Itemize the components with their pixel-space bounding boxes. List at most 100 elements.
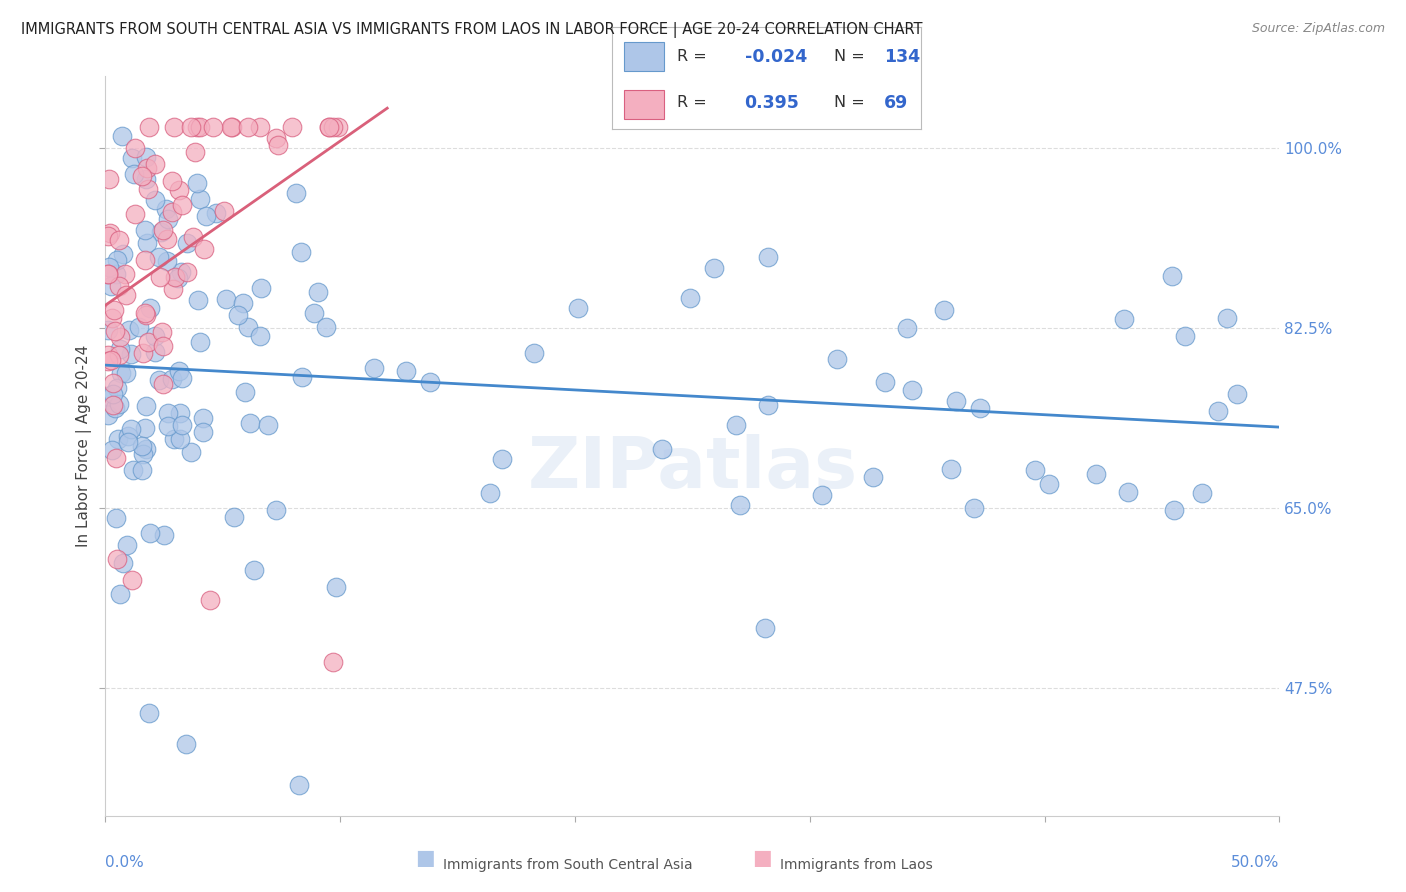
Point bbox=[143, 156, 166, 170]
Point bbox=[221, 120, 243, 135]
Point bbox=[156, 418, 179, 433]
Point bbox=[290, 244, 312, 259]
Point bbox=[132, 345, 155, 359]
Point bbox=[862, 470, 884, 484]
Point bbox=[169, 432, 191, 446]
Point bbox=[110, 366, 132, 380]
Point bbox=[1038, 477, 1060, 491]
Text: Source: ZipAtlas.com: Source: ZipAtlas.com bbox=[1251, 22, 1385, 36]
Point bbox=[135, 171, 157, 186]
Point bbox=[224, 510, 246, 524]
Point bbox=[145, 329, 167, 343]
Text: N =: N = bbox=[834, 95, 870, 111]
Point bbox=[108, 329, 131, 343]
Point bbox=[97, 267, 120, 281]
Point bbox=[138, 120, 160, 135]
Point bbox=[134, 252, 156, 267]
Point bbox=[152, 223, 174, 237]
Point bbox=[567, 301, 589, 316]
Text: ZIPatlas: ZIPatlas bbox=[527, 434, 858, 503]
Point bbox=[1112, 312, 1135, 326]
Point bbox=[945, 394, 967, 409]
Y-axis label: In Labor Force | Age 20-24: In Labor Force | Age 20-24 bbox=[76, 345, 91, 547]
Point bbox=[291, 370, 314, 384]
Point bbox=[184, 145, 207, 159]
Text: -0.024: -0.024 bbox=[745, 47, 807, 65]
Point bbox=[117, 434, 139, 449]
Point bbox=[186, 120, 208, 135]
Point bbox=[190, 120, 212, 135]
Point bbox=[163, 432, 186, 446]
Point bbox=[288, 778, 311, 792]
Point bbox=[181, 230, 204, 244]
Point bbox=[478, 486, 501, 500]
Point bbox=[124, 141, 146, 155]
Point bbox=[174, 737, 197, 751]
Point bbox=[100, 279, 122, 293]
Point bbox=[896, 321, 918, 335]
Point bbox=[1191, 486, 1213, 500]
Text: R =: R = bbox=[676, 49, 711, 64]
Point bbox=[1174, 329, 1197, 343]
Point bbox=[97, 353, 120, 368]
Point bbox=[932, 303, 955, 318]
Point bbox=[108, 342, 131, 356]
Point bbox=[1215, 311, 1237, 326]
Point bbox=[187, 293, 209, 307]
Point bbox=[232, 296, 254, 310]
Text: 50.0%: 50.0% bbox=[1232, 855, 1279, 870]
Point bbox=[728, 498, 751, 512]
Point bbox=[108, 279, 131, 293]
Point bbox=[302, 306, 325, 320]
Point bbox=[134, 306, 156, 320]
Point bbox=[97, 322, 120, 336]
Point bbox=[941, 462, 963, 476]
Point bbox=[322, 655, 344, 669]
Point bbox=[103, 398, 125, 412]
Point bbox=[194, 209, 217, 223]
Point bbox=[121, 573, 143, 587]
Point bbox=[191, 425, 214, 439]
Point bbox=[143, 194, 166, 208]
Point bbox=[138, 706, 160, 721]
Point bbox=[138, 182, 160, 196]
Point bbox=[103, 376, 125, 391]
Point bbox=[101, 443, 124, 458]
Point bbox=[111, 246, 134, 260]
Point bbox=[811, 488, 834, 502]
Point bbox=[249, 120, 271, 135]
FancyBboxPatch shape bbox=[624, 42, 664, 70]
Point bbox=[97, 408, 120, 422]
Point bbox=[754, 621, 776, 635]
Point bbox=[117, 323, 139, 337]
Point bbox=[135, 399, 157, 413]
Point bbox=[120, 422, 142, 436]
Point bbox=[135, 150, 157, 164]
Point bbox=[138, 335, 160, 350]
Point bbox=[157, 406, 180, 420]
Point bbox=[162, 282, 184, 296]
Point bbox=[115, 367, 138, 381]
Point bbox=[134, 223, 156, 237]
Point bbox=[243, 563, 266, 577]
Point bbox=[188, 192, 211, 206]
Point bbox=[219, 120, 242, 135]
FancyBboxPatch shape bbox=[624, 90, 664, 119]
Text: 0.395: 0.395 bbox=[745, 94, 800, 112]
Point bbox=[226, 309, 249, 323]
Point bbox=[122, 167, 145, 181]
Point bbox=[679, 291, 702, 305]
Point bbox=[114, 268, 136, 282]
Point bbox=[180, 120, 202, 135]
Point bbox=[172, 371, 194, 385]
Point bbox=[325, 580, 347, 594]
Point bbox=[156, 232, 179, 246]
Point bbox=[155, 202, 177, 216]
Point bbox=[105, 267, 128, 281]
Point bbox=[238, 120, 260, 135]
Point bbox=[117, 428, 139, 442]
Point bbox=[827, 352, 849, 367]
Point bbox=[152, 377, 174, 392]
Point bbox=[257, 418, 280, 433]
Point bbox=[153, 528, 176, 542]
